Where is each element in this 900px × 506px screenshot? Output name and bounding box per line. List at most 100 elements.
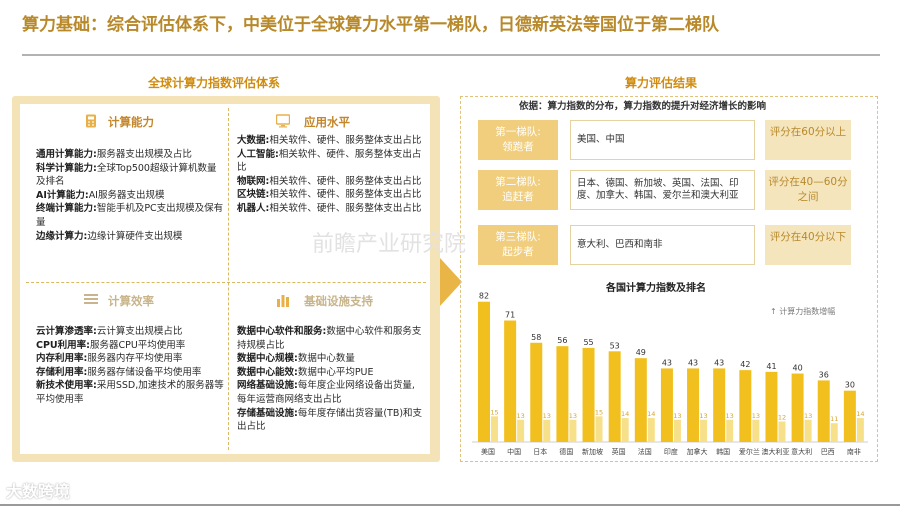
category-tick-label: 中国 (507, 447, 521, 456)
increase-value-label: 13 (569, 412, 577, 420)
bar-increase (778, 421, 786, 442)
title-divider (22, 54, 880, 56)
quadrant-title-compute-capability: 计算能力 (108, 115, 154, 129)
tier-3-label: 第三梯队: 起步者 (478, 225, 558, 265)
evaluation-system-panel (20, 104, 430, 454)
bar-increase (752, 419, 760, 442)
quadrant-title-application-level: 应用水平 (304, 115, 350, 129)
bar-increase (569, 419, 577, 442)
quadrant-horizontal-divider (26, 282, 426, 283)
bar-value-label: 41 (766, 362, 776, 371)
bar-index (687, 368, 700, 442)
bar-value-label: 43 (714, 358, 724, 367)
increase-value-label: 13 (804, 412, 812, 420)
calculator-icon (86, 114, 96, 128)
increase-value-label: 14 (647, 410, 655, 418)
increase-value-label: 11 (830, 415, 838, 423)
bar-index (504, 320, 517, 442)
quadrant-vertical-divider (228, 108, 229, 450)
tier-2-countries: 日本、德国、新加坡、英国、法国、印度、加拿大、韩国、爱尔兰和澳大利亚 (570, 170, 755, 210)
bar-value-label: 53 (610, 341, 620, 350)
bar-increase (804, 419, 812, 442)
category-tick-label: 澳大利亚 (761, 447, 789, 456)
bar-value-label: 30 (845, 381, 855, 390)
chart-title: 各国计算力指数及排名 (606, 283, 706, 294)
bar-increase (491, 416, 498, 442)
right-section-heading: 算力评估结果 (625, 76, 698, 90)
bar-value-label: 43 (662, 358, 672, 367)
tier-3-score-range: 评分在40分以下 (765, 225, 851, 265)
bar-index (556, 346, 569, 442)
bar-increase (647, 418, 655, 442)
evaluation-basis: 依据：算力指数的分布，算力指数的提升对经济增长的影响 (519, 101, 767, 112)
category-tick-label: 意大利 (791, 447, 812, 456)
bar-index (817, 380, 830, 442)
bar-index (478, 301, 490, 442)
bottom-divider (0, 504, 900, 506)
brand-logo: 大数跨境 (6, 482, 71, 501)
increase-value-label: 14 (621, 410, 629, 418)
left-section-heading: 全球计算力指数评估体系 (148, 76, 281, 90)
bar-value-label: 55 (583, 338, 593, 347)
increase-value-label: 13 (726, 412, 734, 420)
bar-value-label: 36 (819, 370, 829, 379)
bar-value-label: 56 (557, 336, 567, 345)
bar-index (713, 368, 726, 442)
tier-2-score-range: 评分在40—60分之间 (765, 170, 851, 210)
increase-value-label: 13 (699, 412, 707, 420)
bar-increase (595, 416, 603, 442)
increase-value-label: 15 (595, 408, 603, 416)
bar-value-label: 40 (793, 364, 803, 373)
tier-1-countries: 美国、中国 (570, 120, 755, 160)
bar-increase (543, 419, 551, 442)
increase-value-label: 13 (752, 412, 760, 420)
results-panel (460, 96, 878, 462)
bar-index (660, 368, 673, 442)
infrastructure-icon (277, 295, 289, 307)
bar-value-label: 43 (688, 358, 698, 367)
tier-3-countries: 意大利、巴西和南非 (570, 225, 755, 265)
bar-value-label: 71 (505, 311, 515, 320)
quadrant-title-infrastructure: 基础设施支持 (304, 294, 373, 308)
bar-index (843, 390, 856, 442)
category-tick-label: 英国 (612, 447, 626, 456)
bar-increase (830, 423, 838, 442)
bar-index (582, 347, 595, 442)
tier-1-score-range: 评分在60分以上 (765, 120, 851, 160)
quadrant-title-compute-efficiency: 计算效率 (108, 294, 154, 308)
tier-2-label: 第二梯队: 追赶者 (478, 170, 558, 210)
watermark: 前瞻产业研究院 (312, 232, 467, 257)
chart-legend: ↑ 计算力指数增幅 (770, 307, 836, 316)
category-tick-label: 印度 (664, 447, 678, 456)
bar-index (634, 358, 647, 442)
bar-value-label: 58 (531, 333, 541, 342)
bar-increase (700, 419, 708, 442)
increase-value-label: 14 (856, 410, 864, 418)
category-tick-label: 美国 (481, 447, 495, 456)
category-tick-label: 加拿大 (687, 447, 708, 456)
bar-index (608, 351, 621, 442)
flow-arrow-icon (440, 258, 462, 306)
bar-value-label: 49 (636, 348, 646, 357)
increase-value-label: 13 (516, 412, 524, 420)
category-tick-label: 爱尔兰 (739, 447, 760, 456)
increase-value-label: 13 (543, 412, 551, 420)
category-tick-label: 德国 (559, 447, 573, 456)
category-tick-label: 日本 (533, 447, 547, 456)
increase-value-label: 13 (673, 412, 681, 420)
bar-index (530, 342, 543, 442)
bar-increase (621, 418, 629, 442)
quadrant-body-infrastructure: 数据中心软件和服务:数据中心软件和服务支持规模占比 数据中心规模:数据中心数量 … (237, 326, 423, 433)
bar-index (765, 371, 778, 442)
bar-increase (673, 419, 681, 442)
bar-increase (726, 419, 734, 442)
quadrant-body-compute-capability: 通用计算能力:服务器支出规模及占比 科学计算能力:全球Top500超级计算机数量… (36, 149, 224, 242)
category-tick-label: 韩国 (716, 447, 730, 456)
quadrant-body-compute-efficiency: 云计算渗透率:云计算支出规模占比 CPU利用率:服务器CPU平均使用率 内存利用… (36, 326, 224, 405)
efficiency-icon (84, 294, 98, 304)
monitor-icon (276, 114, 290, 128)
bar-index (791, 373, 804, 442)
bar-value-label: 42 (740, 360, 750, 369)
bar-increase (517, 419, 525, 442)
category-tick-label: 巴西 (821, 448, 835, 456)
